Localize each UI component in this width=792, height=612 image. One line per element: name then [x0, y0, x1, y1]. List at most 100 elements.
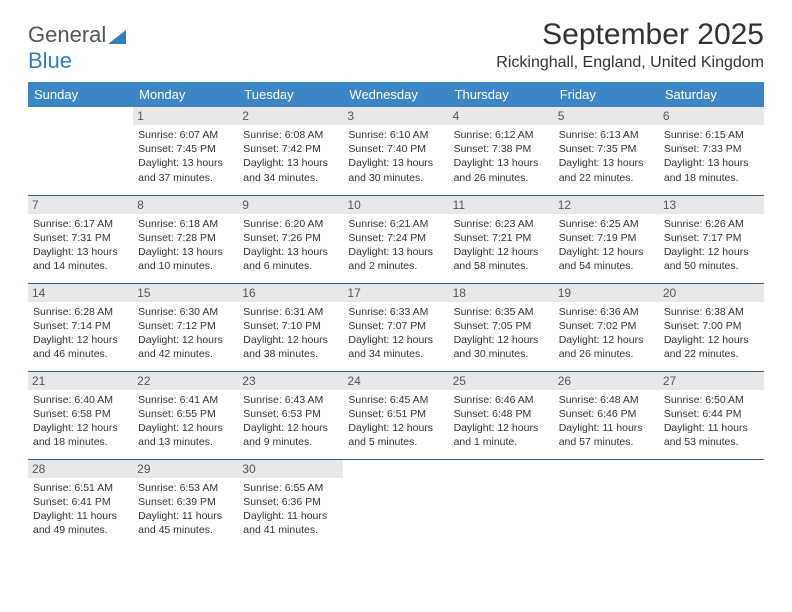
calendar-cell: 16Sunrise: 6:31 AMSunset: 7:10 PMDayligh… — [238, 283, 343, 371]
weekday-header: Friday — [554, 82, 659, 107]
brand-part1: General — [28, 22, 106, 47]
day-number: 16 — [238, 284, 343, 302]
day-number: 4 — [449, 107, 554, 125]
day-number: 5 — [554, 107, 659, 125]
day-details: Sunrise: 6:41 AMSunset: 6:55 PMDaylight:… — [138, 393, 233, 450]
day-details: Sunrise: 6:12 AMSunset: 7:38 PMDaylight:… — [454, 128, 549, 185]
day-details: Sunrise: 6:35 AMSunset: 7:05 PMDaylight:… — [454, 305, 549, 362]
day-number: 28 — [28, 460, 133, 478]
calendar-cell: 25Sunrise: 6:46 AMSunset: 6:48 PMDayligh… — [449, 371, 554, 459]
day-number: 10 — [343, 196, 448, 214]
day-details: Sunrise: 6:48 AMSunset: 6:46 PMDaylight:… — [559, 393, 654, 450]
day-details — [559, 481, 654, 524]
calendar-row: 1 Sunrise: 6:07 AMSunset: 7:45 PMDaylight… — [28, 107, 764, 195]
day-details: Sunrise: 6:51 AMSunset: 6:41 PMDaylight:… — [33, 481, 128, 538]
day-details: Sunrise: 6:08 AMSunset: 7:42 PMDaylight:… — [243, 128, 338, 185]
day-details: Sunrise: 6:18 AMSunset: 7:28 PMDaylight:… — [138, 217, 233, 274]
brand-logo: General Blue — [28, 22, 126, 74]
calendar-cell: 4 Sunrise: 6:12 AMSunset: 7:38 PMDaylight… — [449, 107, 554, 195]
calendar-cell: 21 Sunrise: 6:40 AMSunset: 6:58 PMDayligh… — [28, 371, 133, 459]
brand-part2: Blue — [28, 48, 72, 73]
weekday-header: Tuesday — [238, 82, 343, 107]
calendar-cell: 17Sunrise: 6:33 AMSunset: 7:07 PMDayligh… — [343, 283, 448, 371]
day-number: 23 — [238, 372, 343, 390]
day-details: Sunrise: 6:53 AMSunset: 6:39 PMDaylight:… — [138, 481, 233, 538]
calendar-cell: 8 Sunrise: 6:18 AMSunset: 7:28 PMDaylight… — [133, 195, 238, 283]
day-number: 8 — [133, 196, 238, 214]
calendar-cell: 9Sunrise: 6:20 AMSunset: 7:26 PMDaylight… — [238, 195, 343, 283]
day-details: Sunrise: 6:23 AMSunset: 7:21 PMDaylight:… — [454, 217, 549, 274]
calendar-cell: 3 Sunrise: 6:10 AMSunset: 7:40 PMDaylight… — [343, 107, 448, 195]
location-text: Rickinghall, England, United Kingdom — [28, 54, 764, 72]
calendar-cell: 7 Sunrise: 6:17 AMSunset: 7:31 PMDaylight… — [28, 195, 133, 283]
calendar-cell — [343, 459, 448, 547]
day-details: Sunrise: 6:36 AMSunset: 7:02 PMDaylight:… — [559, 305, 654, 362]
day-number: 18 — [449, 284, 554, 302]
calendar-cell: 29Sunrise: 6:53 AMSunset: 6:39 PMDayligh… — [133, 459, 238, 547]
day-details — [33, 128, 128, 171]
calendar-cell: 19 Sunrise: 6:36 AMSunset: 7:02 PMDayligh… — [554, 283, 659, 371]
day-details — [348, 481, 443, 524]
day-details: Sunrise: 6:26 AMSunset: 7:17 PMDaylight:… — [664, 217, 759, 274]
day-details — [664, 481, 759, 524]
calendar-cell: 30 Sunrise: 6:55 AMSunset: 6:36 PMDayligh… — [238, 459, 343, 547]
day-number: 17 — [343, 284, 448, 302]
calendar-header: September 2025 Rickinghall, England, Uni… — [28, 18, 764, 72]
day-details: Sunrise: 6:50 AMSunset: 6:44 PMDaylight:… — [664, 393, 759, 450]
calendar-cell: 13Sunrise: 6:26 AMSunset: 7:17 PMDayligh… — [659, 195, 764, 283]
calendar-cell: 27 Sunrise: 6:50 AMSunset: 6:44 PMDayligh… — [659, 371, 764, 459]
day-details: Sunrise: 6:40 AMSunset: 6:58 PMDaylight:… — [33, 393, 128, 450]
calendar-table: Sunday Monday Tuesday Wednesday Thursday… — [28, 82, 764, 547]
day-details: Sunrise: 6:10 AMSunset: 7:40 PMDaylight:… — [348, 128, 443, 185]
month-year-title: September 2025 — [28, 18, 764, 52]
day-number: 21 — [28, 372, 133, 390]
weekday-header-row: Sunday Monday Tuesday Wednesday Thursday… — [28, 82, 764, 107]
day-details: Sunrise: 6:07 AMSunset: 7:45 PMDaylight:… — [138, 128, 233, 185]
day-number: 22 — [133, 372, 238, 390]
calendar-row: 21 Sunrise: 6:40 AMSunset: 6:58 PMDayligh… — [28, 371, 764, 459]
day-details: Sunrise: 6:55 AMSunset: 6:36 PMDaylight:… — [243, 481, 338, 538]
day-details: Sunrise: 6:13 AMSunset: 7:35 PMDaylight:… — [559, 128, 654, 185]
calendar-cell: 11Sunrise: 6:23 AMSunset: 7:21 PMDayligh… — [449, 195, 554, 283]
weekday-header: Monday — [133, 82, 238, 107]
weekday-header: Sunday — [28, 82, 133, 107]
calendar-cell: 26 Sunrise: 6:48 AMSunset: 6:46 PMDayligh… — [554, 371, 659, 459]
calendar-cell: 15Sunrise: 6:30 AMSunset: 7:12 PMDayligh… — [133, 283, 238, 371]
day-details: Sunrise: 6:17 AMSunset: 7:31 PMDaylight:… — [33, 217, 128, 274]
day-number: 1 — [133, 107, 238, 125]
weekday-header: Wednesday — [343, 82, 448, 107]
calendar-cell — [554, 459, 659, 547]
calendar-cell: 12Sunrise: 6:25 AMSunset: 7:19 PMDayligh… — [554, 195, 659, 283]
day-number: 14 — [28, 284, 133, 302]
calendar-row: 7 Sunrise: 6:17 AMSunset: 7:31 PMDaylight… — [28, 195, 764, 283]
calendar-cell: 20Sunrise: 6:38 AMSunset: 7:00 PMDayligh… — [659, 283, 764, 371]
calendar-cell: 24Sunrise: 6:45 AMSunset: 6:51 PMDayligh… — [343, 371, 448, 459]
day-details: Sunrise: 6:28 AMSunset: 7:14 PMDaylight:… — [33, 305, 128, 362]
day-number: 19 — [554, 284, 659, 302]
day-details: Sunrise: 6:46 AMSunset: 6:48 PMDaylight:… — [454, 393, 549, 450]
day-details: Sunrise: 6:25 AMSunset: 7:19 PMDaylight:… — [559, 217, 654, 274]
day-number: 30 — [238, 460, 343, 478]
calendar-cell: 23 Sunrise: 6:43 AMSunset: 6:53 PMDayligh… — [238, 371, 343, 459]
weekday-header: Saturday — [659, 82, 764, 107]
day-number: 20 — [659, 284, 764, 302]
calendar-cell — [449, 459, 554, 547]
day-number: 27 — [659, 372, 764, 390]
day-number: 9 — [238, 196, 343, 214]
day-details: Sunrise: 6:15 AMSunset: 7:33 PMDaylight:… — [664, 128, 759, 185]
calendar-cell: 18 Sunrise: 6:35 AMSunset: 7:05 PMDayligh… — [449, 283, 554, 371]
day-details — [454, 481, 549, 524]
calendar-cell: 6Sunrise: 6:15 AMSunset: 7:33 PMDaylight… — [659, 107, 764, 195]
day-details: Sunrise: 6:21 AMSunset: 7:24 PMDaylight:… — [348, 217, 443, 274]
weekday-header: Thursday — [449, 82, 554, 107]
calendar-cell: 10 Sunrise: 6:21 AMSunset: 7:24 PMDayligh… — [343, 195, 448, 283]
day-number: 3 — [343, 107, 448, 125]
day-number: 15 — [133, 284, 238, 302]
day-details: Sunrise: 6:45 AMSunset: 6:51 PMDaylight:… — [348, 393, 443, 450]
calendar-cell — [28, 107, 133, 195]
day-details: Sunrise: 6:43 AMSunset: 6:53 PMDaylight:… — [243, 393, 338, 450]
calendar-row: 14 Sunrise: 6:28 AMSunset: 7:14 PMDayligh… — [28, 283, 764, 371]
calendar-cell: 1 Sunrise: 6:07 AMSunset: 7:45 PMDaylight… — [133, 107, 238, 195]
day-number: 7 — [28, 196, 133, 214]
day-number: 26 — [554, 372, 659, 390]
